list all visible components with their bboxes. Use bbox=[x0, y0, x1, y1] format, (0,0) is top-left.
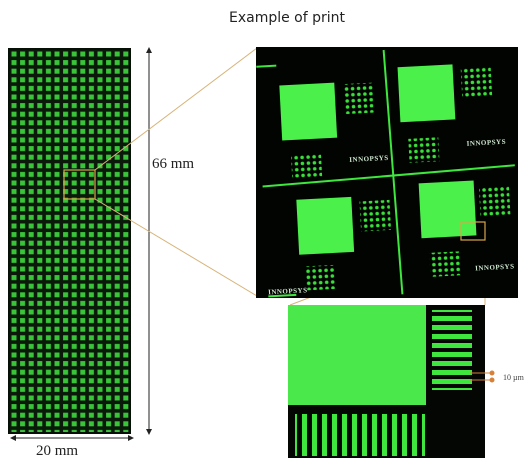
height-label: 66 mm bbox=[152, 156, 194, 172]
zoom-image-1: INNOPSYS INNOPSYS INNOPSYS INNOPSYS bbox=[256, 43, 521, 301]
figure-title: Example of print bbox=[229, 10, 346, 26]
feature-label: 10 µm bbox=[503, 373, 525, 382]
width-label: 20 mm bbox=[36, 443, 78, 459]
full-print-image bbox=[8, 48, 131, 434]
figure: Example of print 66 mm 20 mm bbox=[0, 0, 527, 459]
zoom-image-2 bbox=[288, 305, 485, 458]
page: Example of print 66 mm 20 mm bbox=[0, 0, 527, 459]
